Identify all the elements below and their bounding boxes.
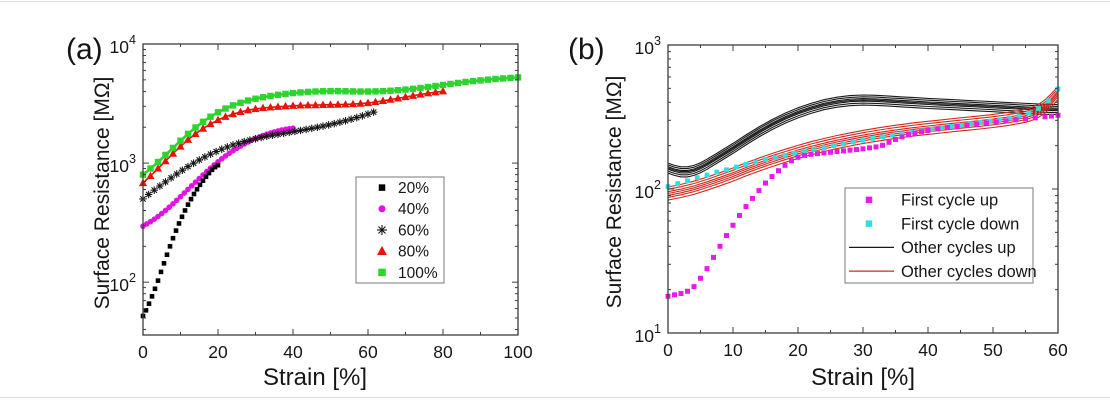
- svg-text:80%: 80%: [398, 244, 429, 261]
- svg-text:60: 60: [358, 342, 378, 362]
- panel-a-axes: [142, 43, 519, 336]
- svg-text:20: 20: [208, 342, 228, 362]
- svg-text:40: 40: [918, 340, 938, 360]
- svg-text:0: 0: [663, 340, 673, 360]
- panel-b-legend: First cycle up First cycle down Other cycl…: [844, 187, 1037, 284]
- svg-text:Other cycles down: Other cycles down: [901, 263, 1037, 281]
- series-80-: [138, 86, 448, 187]
- svg-text:10: 10: [723, 340, 743, 360]
- series-first-cycle-up: [665, 112, 1061, 299]
- svg-text:First cycle down: First cycle down: [901, 215, 1019, 233]
- panel-a-series: [138, 74, 522, 319]
- panel-b-series: [665, 86, 1061, 299]
- figure-top-border: [0, 1, 1110, 2]
- svg-text:30: 30: [853, 340, 873, 360]
- svg-text:103: 103: [635, 34, 661, 58]
- svg-text:20%: 20%: [398, 180, 429, 197]
- svg-text:0: 0: [138, 342, 148, 362]
- svg-text:100%: 100%: [398, 265, 438, 282]
- svg-text:100: 100: [503, 342, 532, 362]
- svg-text:80: 80: [433, 342, 453, 362]
- figure-bottom-border: [0, 397, 1110, 398]
- svg-text:60%: 60%: [398, 222, 429, 239]
- svg-text:20: 20: [788, 340, 808, 360]
- panel-a-x-axis-title: Strain [%]: [262, 364, 368, 391]
- panel-b-y-axis-title: Surface Resistance [MΩ]: [603, 75, 626, 309]
- series-other-cycles-up: [667, 94, 1059, 178]
- series-40-: [140, 125, 296, 230]
- svg-text:50: 50: [983, 340, 1003, 360]
- svg-text:102: 102: [635, 178, 661, 202]
- panel-a-legend: 20% 40% 60% 80% 100%: [355, 176, 445, 284]
- svg-text:First cycle up: First cycle up: [901, 192, 998, 210]
- svg-text:101: 101: [635, 322, 661, 346]
- panel-b-label: (b): [568, 33, 605, 66]
- svg-text:60: 60: [1048, 340, 1068, 360]
- panel-b-tick-labels: 0 10 20 30 40 50 60 101 102 103: [635, 34, 1068, 360]
- svg-text:40%: 40%: [398, 201, 429, 218]
- panel-a-label: (a): [66, 33, 103, 66]
- panel-b-x-axis-title: Strain [%]: [810, 364, 916, 391]
- series-20-: [140, 162, 221, 319]
- series-100-: [139, 74, 522, 178]
- svg-text:Other cycles up: Other cycles up: [901, 239, 1016, 257]
- series-first-cycle-down: [665, 86, 1061, 189]
- svg-text:103: 103: [110, 152, 136, 176]
- svg-text:40: 40: [283, 342, 303, 362]
- panel-b-axes: [667, 44, 1059, 334]
- panel-a-y-axis-title: Surface Resistance [MΩ]: [91, 76, 114, 310]
